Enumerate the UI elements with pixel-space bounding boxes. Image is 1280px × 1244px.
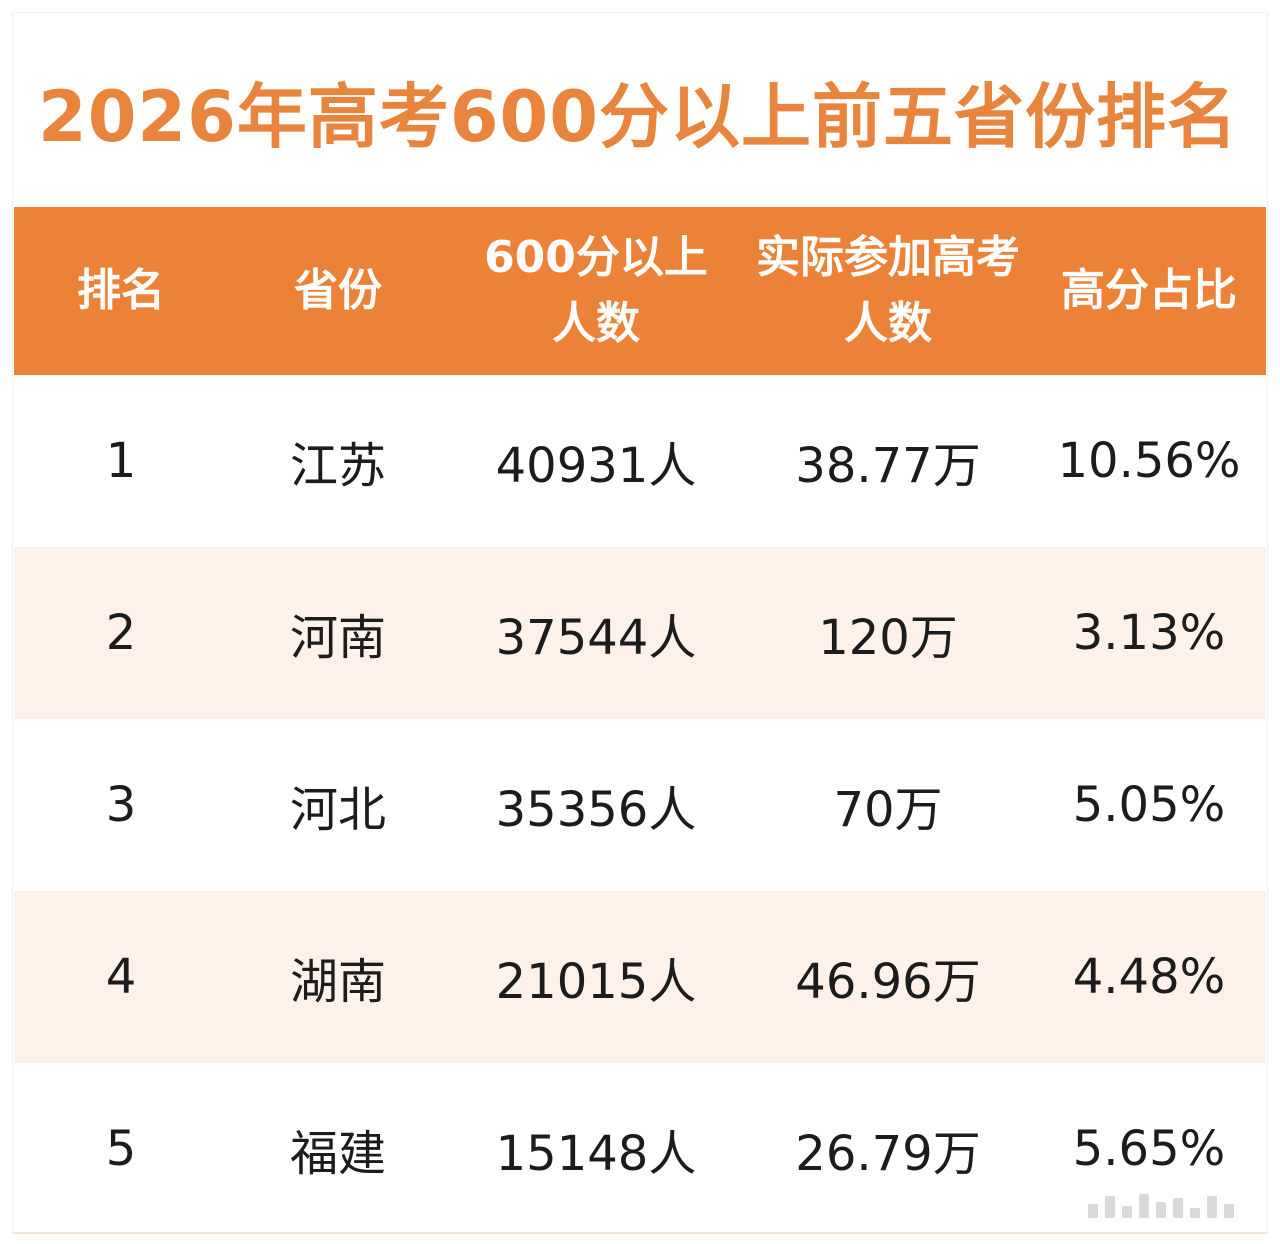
watermark-graphic [1088, 1192, 1258, 1218]
header-high-score-line-2: 人数 [552, 298, 640, 349]
header-rank-line: 排名 [77, 265, 165, 316]
cell-province: 河北 [289, 782, 386, 838]
cell-ratio: 5.65% [1072, 1121, 1226, 1177]
cell-ratio: 3.13% [1072, 605, 1226, 661]
cell-high-score-count: 35356人 [495, 782, 697, 838]
cell-high-score-count: 21015人 [495, 954, 697, 1010]
cell-rank: 5 [105, 1121, 137, 1177]
header-row: 排名 省份 600分以上 人数 实际参加高考 人数 高分占比 [14, 207, 1266, 375]
cell-total-examinees: 70万 [833, 782, 943, 838]
header-high-score-count: 600分以上 人数 [448, 207, 744, 375]
cell-total-examinees: 46.96万 [795, 954, 981, 1010]
cell-ratio: 5.05% [1072, 777, 1226, 833]
cell-total-examinees: 38.77万 [795, 438, 981, 494]
cell-rank: 3 [105, 777, 137, 833]
bottom-divider [12, 1232, 1268, 1234]
cell-total-examinees: 120万 [818, 610, 958, 666]
table-card [12, 12, 1268, 1234]
header-high-score-line-1: 600分以上 [484, 232, 708, 283]
table-row: 4 湖南 21015人 46.96万 4.48% [14, 891, 1266, 1063]
cell-rank: 1 [105, 433, 137, 489]
header-province: 省份 [228, 207, 448, 375]
ranking-table: 排名 省份 600分以上 人数 实际参加高考 人数 高分占比 1 江苏 4093… [14, 207, 1266, 1235]
table-title: 2026年高考600分以上前五省份排名 [38, 76, 1238, 158]
header-ratio-line: 高分占比 [1061, 265, 1237, 316]
table-row: 5 福建 15148人 26.79万 5.65% [14, 1063, 1266, 1235]
table-row: 3 河北 35356人 70万 5.05% [14, 719, 1266, 891]
table-row: 2 河南 37544人 120万 3.13% [14, 547, 1266, 719]
header-total-line-1: 实际参加高考 [756, 232, 1020, 283]
header-total-line-2: 人数 [844, 298, 932, 349]
cell-province: 福建 [289, 1126, 386, 1182]
cell-rank: 4 [105, 949, 137, 1005]
cell-province: 湖南 [289, 954, 386, 1010]
header-province-line: 省份 [294, 265, 382, 316]
cell-total-examinees: 26.79万 [795, 1126, 981, 1182]
cell-high-score-count: 15148人 [495, 1126, 697, 1182]
header-ratio: 高分占比 [1032, 207, 1266, 375]
header-total-examinees: 实际参加高考 人数 [744, 207, 1032, 375]
cell-province: 江苏 [289, 438, 386, 494]
table-row: 1 江苏 40931人 38.77万 10.56% [14, 375, 1266, 547]
cell-ratio: 4.48% [1072, 949, 1226, 1005]
cell-province: 河南 [289, 610, 386, 666]
header-rank: 排名 [14, 207, 228, 375]
cell-high-score-count: 37544人 [495, 610, 697, 666]
cell-rank: 2 [105, 605, 137, 661]
cell-ratio: 10.56% [1057, 433, 1241, 489]
cell-high-score-count: 40931人 [495, 438, 697, 494]
